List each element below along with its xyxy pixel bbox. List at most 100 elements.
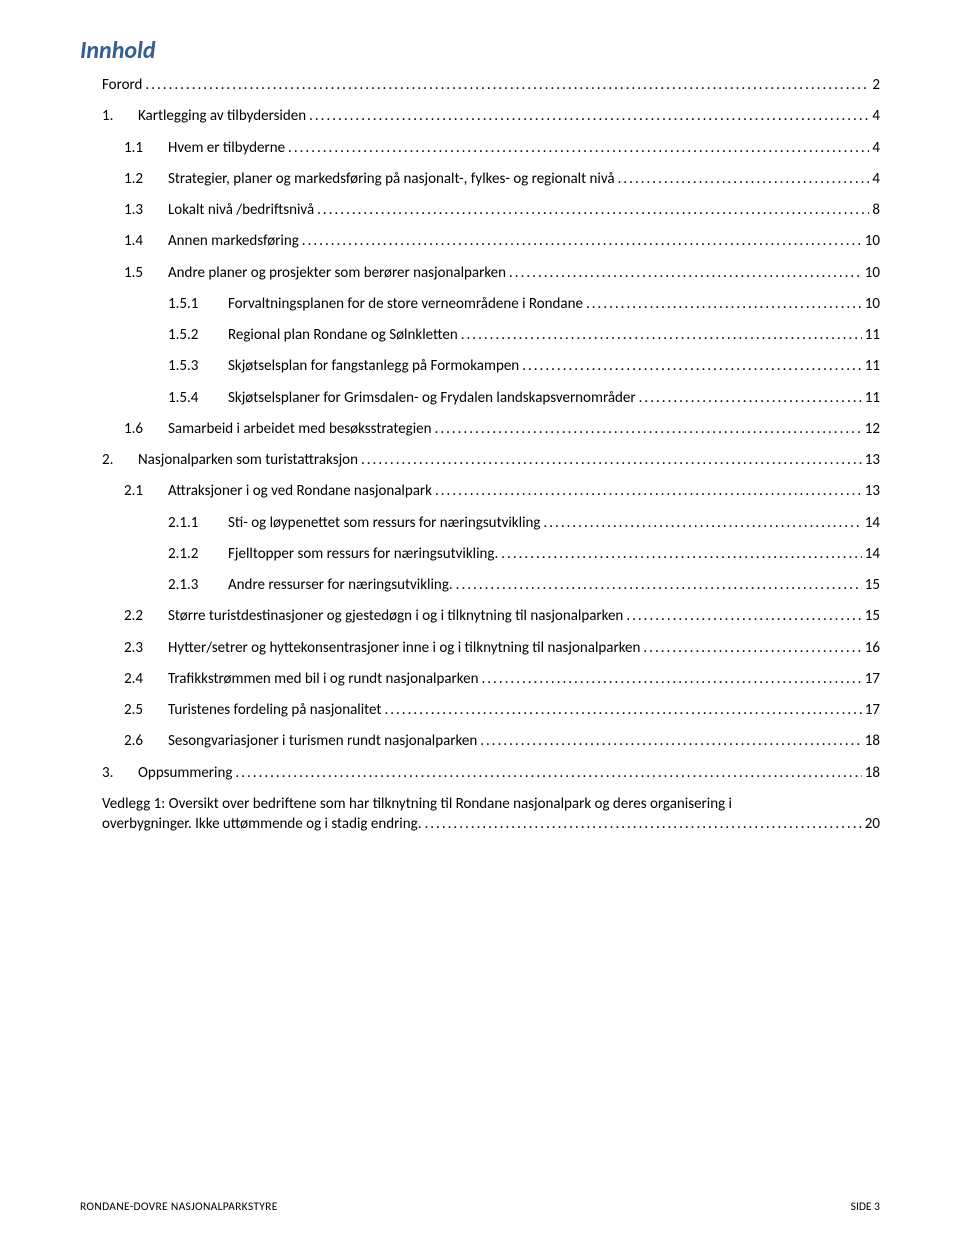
toc-text: Kartlegging av tilbydersiden <box>138 107 306 125</box>
toc-page-number: 10 <box>865 294 880 314</box>
toc-text: Oppsummering <box>138 764 232 782</box>
toc-entry[interactable]: 2.1.1Sti- og løypenettet som ressurs for… <box>80 513 880 533</box>
toc-leader-dots <box>480 731 862 751</box>
toc-entry[interactable]: Forord 2 <box>80 75 880 95</box>
toc-page-number: 14 <box>865 544 880 564</box>
toc-number: 2.1.1 <box>168 513 228 533</box>
toc-leader-dots <box>435 419 862 439</box>
toc-text: Lokalt nivå /bedriftsnivå <box>168 201 314 219</box>
toc-label: 1.6Samarbeid i arbeidet med besøksstrate… <box>124 419 432 439</box>
toc-number: 1.5.2 <box>168 325 228 345</box>
toc-label: Vedlegg 1: Oversikt over bedriftene som … <box>102 794 880 814</box>
toc-number: 1. <box>102 106 138 126</box>
toc-entry[interactable]: 2.5Turistenes fordeling på nasjonalitet … <box>80 700 880 720</box>
toc-page-number: 18 <box>865 731 880 751</box>
toc-page-number: 12 <box>865 419 880 439</box>
toc-text: Strategier, planer og markedsføring på n… <box>168 170 615 188</box>
toc-page-number: 15 <box>865 606 880 626</box>
toc-page-number: 18 <box>865 763 880 783</box>
toc-label: 2.1.3Andre ressurser for næringsutviklin… <box>168 575 453 595</box>
toc-entry[interactable]: 2.3Hytter/setrer og hyttekonsentrasjoner… <box>80 638 880 658</box>
toc-page-number: 8 <box>872 200 880 220</box>
toc-text: Sesongvariasjoner i turismen rundt nasjo… <box>168 732 477 750</box>
toc-entry[interactable]: 2.Nasjonalparken som turistattraksjon 13 <box>80 450 880 470</box>
toc-number: 2.2 <box>124 606 168 626</box>
toc-leader-dots <box>302 231 862 251</box>
toc-leader-dots <box>481 669 861 689</box>
toc-label: 2.5Turistenes fordeling på nasjonalitet <box>124 700 381 720</box>
toc-number: 2.1 <box>124 481 168 501</box>
toc-text: Hvem er tilbyderne <box>168 139 285 157</box>
toc-label: 1.4Annen markedsføring <box>124 231 299 251</box>
toc-page-number: 13 <box>865 450 880 470</box>
toc-entry[interactable]: Vedlegg 1: Oversikt over bedriftene som … <box>80 794 880 835</box>
toc-page-number: 11 <box>865 325 880 345</box>
toc-entry[interactable]: 1.1Hvem er tilbyderne 4 <box>80 138 880 158</box>
toc-number: 2.5 <box>124 700 168 720</box>
toc-leader-dots <box>384 700 861 720</box>
toc-text: Større turistdestinasjoner og gjestedøgn… <box>168 607 623 625</box>
toc-entry[interactable]: 2.1.3Andre ressurser for næringsutviklin… <box>80 575 880 595</box>
toc-label: 2.Nasjonalparken som turistattraksjon <box>102 450 358 470</box>
toc-label: 2.1Attraksjoner i og ved Rondane nasjona… <box>124 481 432 501</box>
toc-text: Attraksjoner i og ved Rondane nasjonalpa… <box>168 482 432 500</box>
toc-text: Fjelltopper som ressurs for næringsutvik… <box>228 545 498 563</box>
toc-label: 1.5Andre planer og prosjekter som berøre… <box>124 263 506 283</box>
toc-text: Forord <box>102 76 142 94</box>
toc-number: 1.5.4 <box>168 388 228 408</box>
toc-leader-dots <box>145 75 869 95</box>
toc-text: Nasjonalparken som turistattraksjon <box>138 451 358 469</box>
toc-leader-dots <box>522 356 862 376</box>
toc-number: 1.3 <box>124 200 168 220</box>
toc-entry[interactable]: 1.3Lokalt nivå /bedriftsnivå 8 <box>80 200 880 220</box>
toc-entry[interactable]: 1.5.3Skjøtselsplan for fangstanlegg på F… <box>80 356 880 376</box>
toc-entry[interactable]: 2.4Trafikkstrømmen med bil i og rundt na… <box>80 669 880 689</box>
toc-label: 2.4Trafikkstrømmen med bil i og rundt na… <box>124 669 478 689</box>
toc-label: 2.2Større turistdestinasjoner og gjested… <box>124 606 623 626</box>
toc-leader-dots <box>639 388 862 408</box>
toc-label: 1.5.1Forvaltningsplanen for de store ver… <box>168 294 583 314</box>
toc-page-number: 10 <box>865 231 880 251</box>
toc-number: 1.4 <box>124 231 168 251</box>
toc-leader-dots <box>626 606 861 626</box>
toc-list: Forord 2 1.Kartlegging av tilbydersiden 4… <box>80 75 880 834</box>
toc-label: Forord <box>102 75 142 95</box>
toc-label: 1.2Strategier, planer og markedsføring p… <box>124 169 615 189</box>
toc-entry[interactable]: 3.Oppsummering 18 <box>80 763 880 783</box>
toc-number: 2.1.2 <box>168 544 228 564</box>
toc-entry[interactable]: 1.2Strategier, planer og markedsføring p… <box>80 169 880 189</box>
toc-label: 1.5.2Regional plan Rondane og Sølnklette… <box>168 325 458 345</box>
toc-text: Andre planer og prosjekter som berører n… <box>168 264 506 282</box>
toc-text: Samarbeid i arbeidet med besøksstrategie… <box>168 420 432 438</box>
toc-text: Regional plan Rondane og Sølnkletten <box>228 326 458 344</box>
toc-entry[interactable]: 1.5.1Forvaltningsplanen for de store ver… <box>80 294 880 314</box>
toc-text: Turistenes fordeling på nasjonalitet <box>168 701 381 719</box>
toc-number: 2.6 <box>124 731 168 751</box>
toc-leader-dots <box>424 814 861 834</box>
toc-entry[interactable]: 2.2Større turistdestinasjoner og gjested… <box>80 606 880 626</box>
toc-entry[interactable]: 1.Kartlegging av tilbydersiden 4 <box>80 106 880 126</box>
toc-page-number: 15 <box>865 575 880 595</box>
toc-entry[interactable]: 1.4Annen markedsføring 10 <box>80 231 880 251</box>
toc-label: 1.5.3Skjøtselsplan for fangstanlegg på F… <box>168 356 519 376</box>
toc-number: 2. <box>102 450 138 470</box>
toc-entry[interactable]: 1.6Samarbeid i arbeidet med besøksstrate… <box>80 419 880 439</box>
toc-entry[interactable]: 2.6Sesongvariasjoner i turismen rundt na… <box>80 731 880 751</box>
toc-number: 1.2 <box>124 169 168 189</box>
toc-entry[interactable]: 2.1.2Fjelltopper som ressurs for nærings… <box>80 544 880 564</box>
toc-leader-dots <box>317 200 869 220</box>
toc-entry[interactable]: 1.5.4Skjøtselsplaner for Grimsdalen- og … <box>80 388 880 408</box>
toc-text: Hytter/setrer og hyttekonsentrasjoner in… <box>168 639 640 657</box>
toc-leader-dots <box>543 513 861 533</box>
toc-label: 2.1.1Sti- og løypenettet som ressurs for… <box>168 513 540 533</box>
toc-number: 3. <box>102 763 138 783</box>
toc-text: Skjøtselsplan for fangstanlegg på Formok… <box>228 357 519 375</box>
toc-text: Trafikkstrømmen med bil i og rundt nasjo… <box>168 670 478 688</box>
footer-page-label: SIDE <box>851 1200 872 1214</box>
toc-page-number: 14 <box>865 513 880 533</box>
toc-entry[interactable]: 1.5.2Regional plan Rondane og Sølnklette… <box>80 325 880 345</box>
toc-entry[interactable]: 1.5Andre planer og prosjekter som berøre… <box>80 263 880 283</box>
toc-leader-dots <box>618 169 870 189</box>
toc-page-number: 11 <box>865 388 880 408</box>
toc-entry[interactable]: 2.1Attraksjoner i og ved Rondane nasjona… <box>80 481 880 501</box>
